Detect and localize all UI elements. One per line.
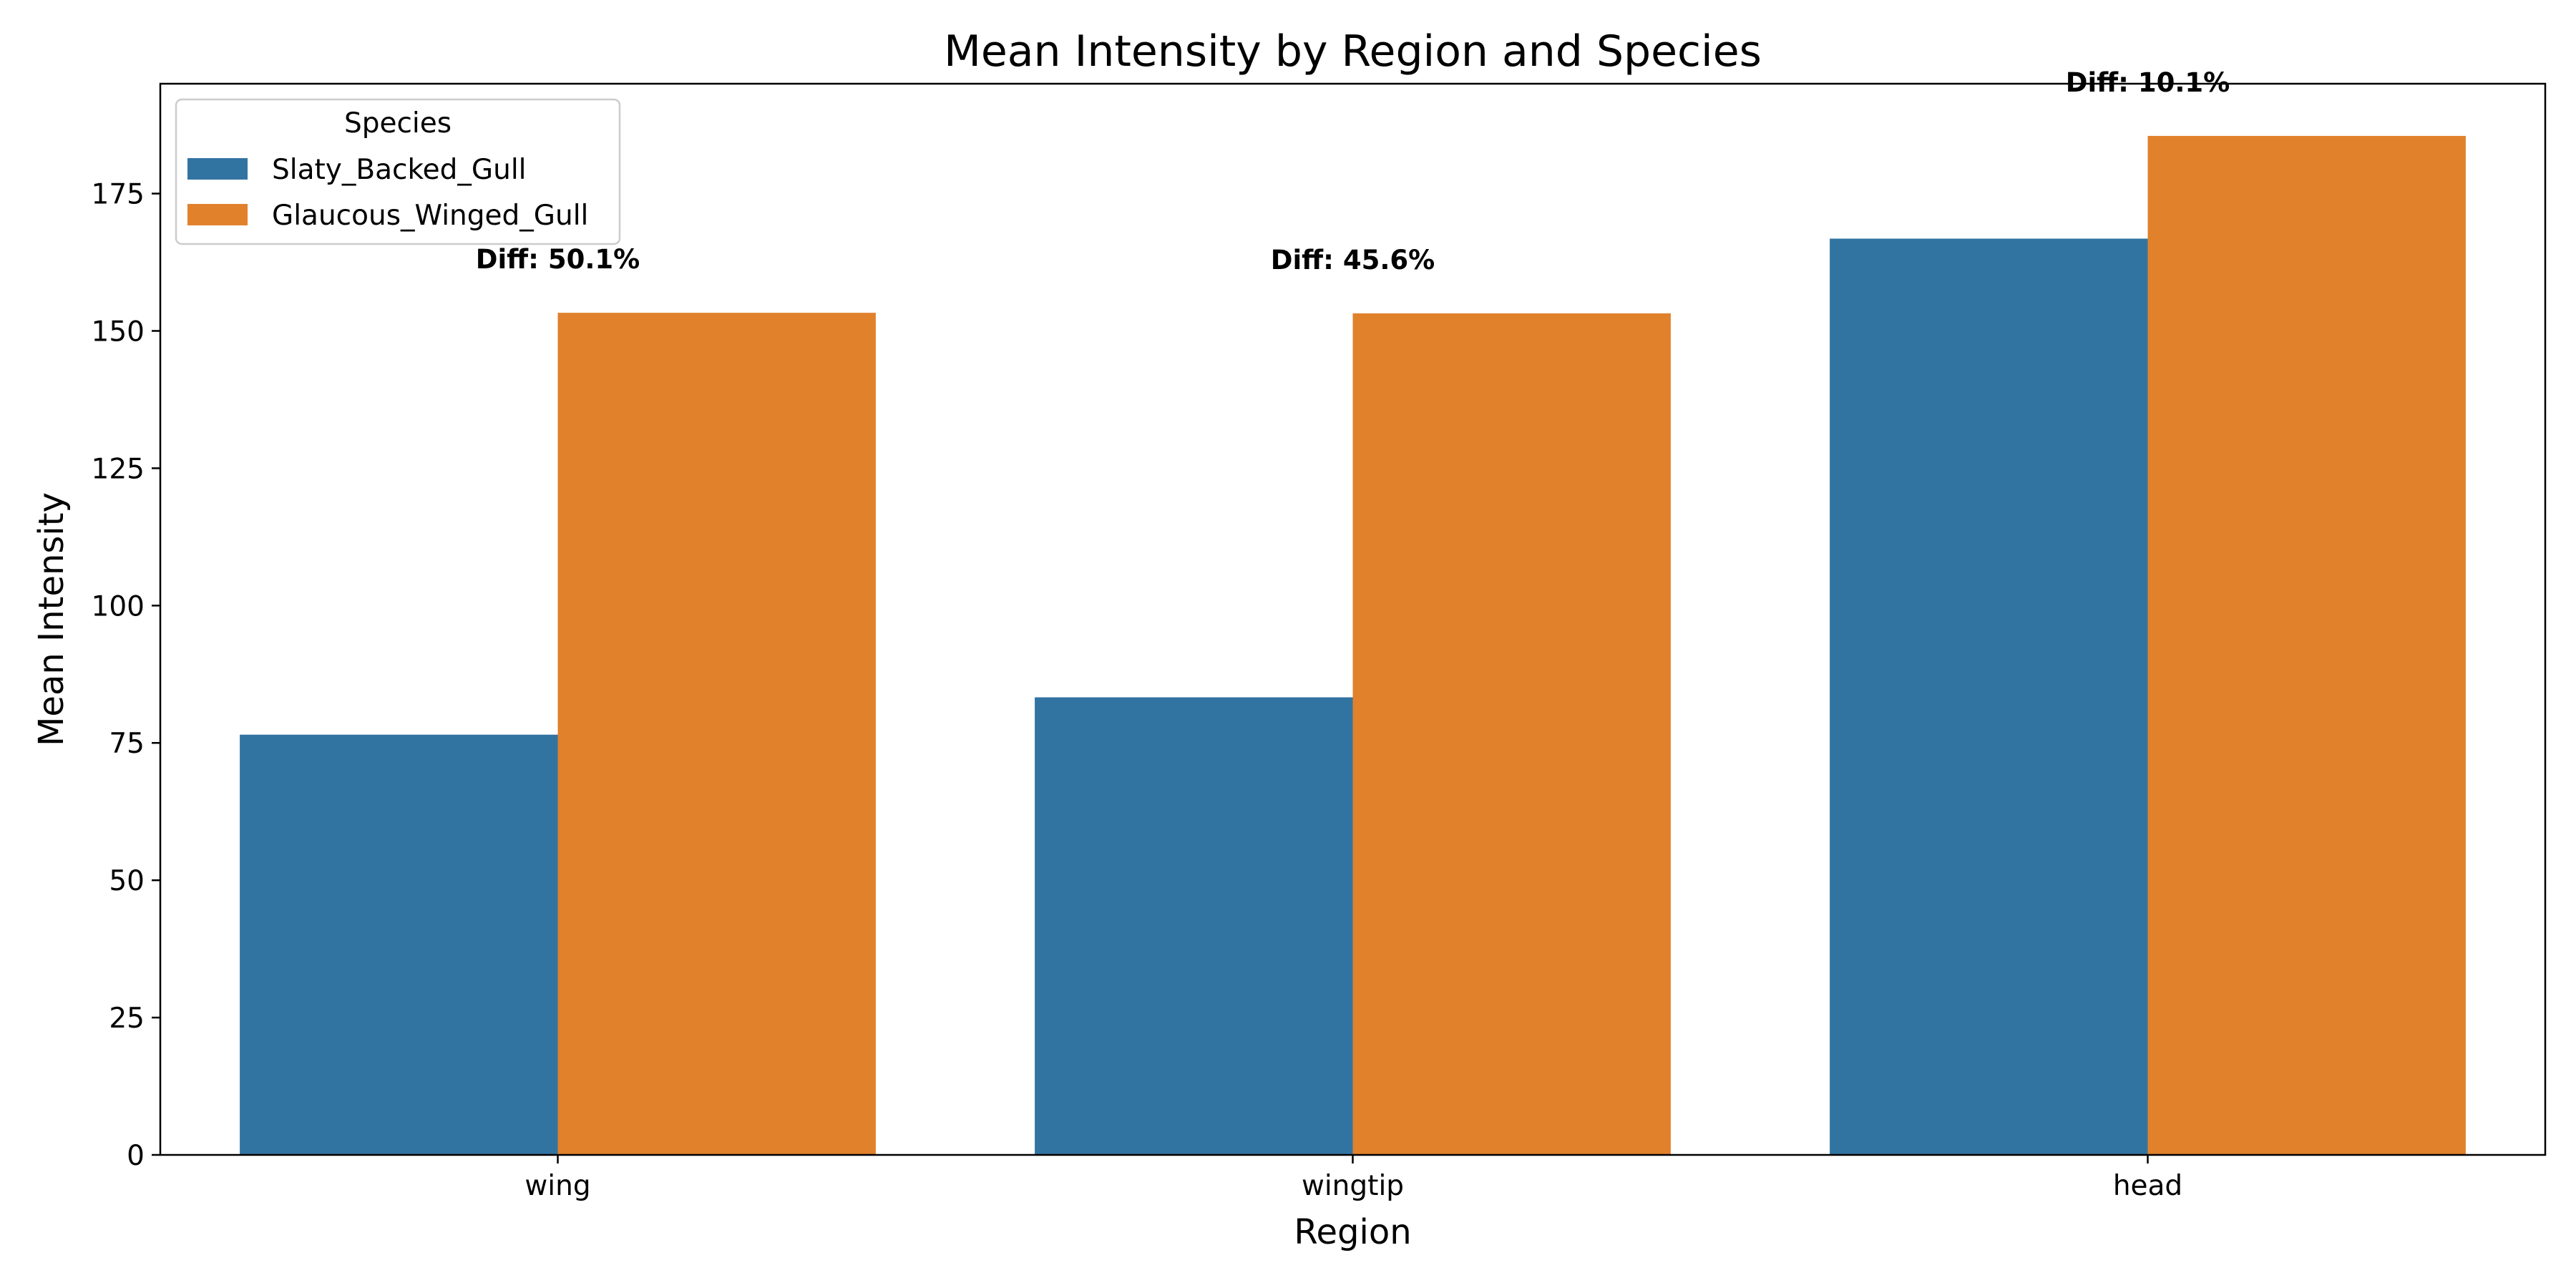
plot-area: Diff: 50.1% Diff: 45.6% Diff: 10.1% 0 25 50 7… [92, 67, 2547, 1202]
y-tick-label: 100 [92, 590, 145, 623]
x-tick-label: wingtip [1302, 1170, 1404, 1202]
diff-annotation: Diff: 45.6% [1271, 245, 1435, 275]
y-tick-label: 50 [109, 865, 145, 897]
bars [240, 135, 2466, 1155]
legend-label: Glaucous_Winged_Gull [272, 200, 588, 232]
chart-title: Mean Intensity by Region and Species [944, 26, 1762, 77]
diff-annotation: Diff: 10.1% [2066, 67, 2230, 98]
x-axis: wing wingtip head [525, 1155, 2182, 1202]
x-tick-label: head [2113, 1170, 2182, 1202]
legend-label: Slaty_Backed_Gull [272, 154, 527, 186]
bar-wing-glaucous-winged-gull [557, 313, 876, 1155]
legend-title: Species [344, 107, 452, 140]
y-tick-label: 150 [92, 316, 145, 348]
y-tick-label: 125 [92, 453, 145, 485]
bar-wingtip-slaty-backed-gull [1035, 697, 1353, 1155]
y-tick-label: 175 [92, 179, 145, 211]
legend-box [175, 98, 621, 245]
diff-annotation: Diff: 50.1% [476, 244, 640, 275]
bar-head-glaucous-winged-gull [2147, 135, 2466, 1155]
y-tick-label: 0 [127, 1140, 145, 1172]
legend: Species Slaty_Backed_Gull Glaucous_Winged… [175, 98, 621, 245]
y-axis: 0 25 50 75 100 125 150 175 [92, 179, 160, 1172]
legend-swatch [187, 204, 248, 225]
y-tick-label: 25 [109, 1002, 145, 1035]
bar-wingtip-glaucous-winged-gull [1352, 313, 1671, 1155]
legend-swatch [187, 158, 248, 180]
legend-items: Slaty_Backed_Gull Glaucous_Winged_Gull [187, 154, 588, 232]
y-axis-label: Mean Intensity [31, 492, 72, 746]
bar-head-slaty-backed-gull [1830, 238, 2148, 1155]
x-tick-label: wing [525, 1170, 590, 1202]
bar-wing-slaty-backed-gull [240, 734, 558, 1155]
y-tick-label: 75 [109, 728, 145, 760]
x-axis-label: Region [1294, 1212, 1411, 1252]
diff-annotations: Diff: 50.1% Diff: 45.6% Diff: 10.1% [476, 67, 2230, 275]
